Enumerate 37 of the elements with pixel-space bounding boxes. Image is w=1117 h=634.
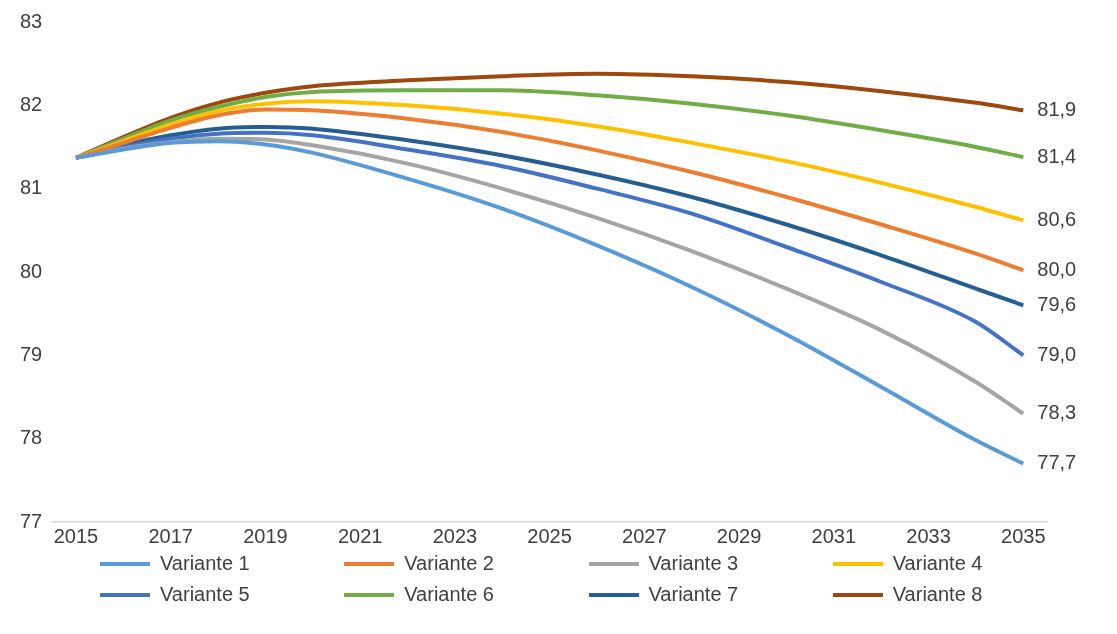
- x-tick-label: 2017: [148, 524, 193, 547]
- legend-label: Variante 2: [404, 552, 494, 575]
- x-tick-label: 2019: [243, 524, 288, 547]
- data-label: 81,9: [1037, 97, 1077, 120]
- data-label: 80,6: [1037, 207, 1077, 230]
- x-tick-label: 2033: [906, 524, 951, 547]
- y-tick-label: 80: [20, 259, 43, 282]
- data-label: 77,7: [1037, 451, 1077, 474]
- legend-label: Variante 3: [648, 552, 739, 575]
- y-tick-label: 81: [20, 176, 43, 199]
- y-tick-label: 82: [20, 92, 43, 115]
- y-tick-label: 77: [20, 509, 43, 532]
- data-label: 78,3: [1037, 401, 1077, 424]
- x-tick-label: 2035: [1001, 524, 1046, 547]
- legend-label: Variante 1: [160, 552, 250, 575]
- y-tick-label: 79: [20, 342, 43, 365]
- x-tick-label: 2023: [432, 524, 478, 547]
- legend-label: Variante 8: [892, 583, 983, 606]
- data-label: 80,0: [1037, 257, 1077, 280]
- x-tick-label: 2031: [811, 524, 857, 547]
- x-tick-label: 2021: [337, 524, 383, 547]
- legend-label: Variante 4: [892, 552, 983, 575]
- data-label: 79,6: [1037, 292, 1077, 315]
- y-tick-label: 78: [20, 426, 43, 449]
- data-label: 79,0: [1037, 342, 1077, 365]
- line-series: [73, 107, 1026, 273]
- legend-label: Variante 5: [160, 583, 250, 606]
- legend-label: Variante 6: [404, 583, 494, 606]
- x-tick-label: 2027: [622, 524, 667, 547]
- line-series: [73, 99, 1026, 223]
- x-tick-label: 2025: [527, 524, 572, 547]
- x-tick-label: 2029: [716, 524, 762, 547]
- x-tick-label: 2015: [53, 524, 99, 547]
- y-tick-label: 83: [20, 9, 43, 32]
- data-label: 81,4: [1037, 144, 1077, 167]
- legend-label: Variante 7: [648, 583, 739, 606]
- line-series: [73, 139, 1026, 466]
